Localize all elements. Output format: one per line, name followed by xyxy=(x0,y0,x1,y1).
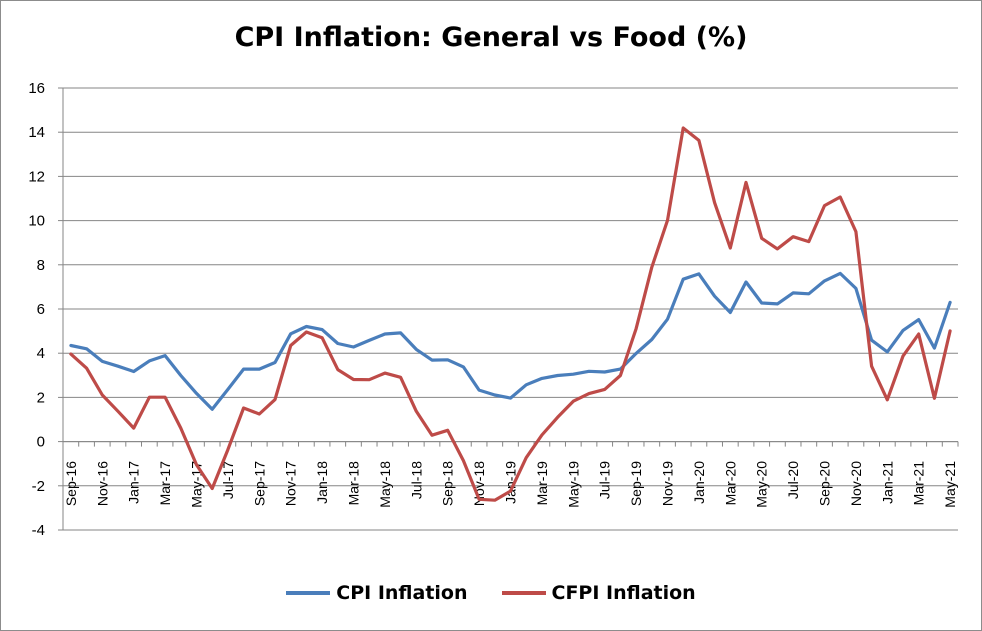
x-tick-label: Sep-16 xyxy=(63,461,79,506)
x-tick-label: Sep-18 xyxy=(440,461,456,506)
x-tick-label: May-18 xyxy=(377,461,393,508)
y-tick-label: 12 xyxy=(28,168,45,185)
x-tick-label: Sep-20 xyxy=(817,461,833,506)
y-tick-label: 6 xyxy=(37,301,45,318)
x-tick-label: Mar-21 xyxy=(911,461,927,506)
legend-item-cpi: CPI Inflation xyxy=(286,582,468,604)
x-tick-label: May-19 xyxy=(565,461,581,508)
x-tick-label: Jan-17 xyxy=(126,461,142,504)
y-tick-label: -2 xyxy=(32,478,45,495)
series-lines xyxy=(69,126,952,502)
x-tick-label: Nov-19 xyxy=(660,461,676,506)
series-line-cpi xyxy=(69,271,952,411)
series-line-cfpi xyxy=(69,126,952,502)
x-tick-label: Nov-20 xyxy=(848,461,864,506)
x-tick-label: Jan-18 xyxy=(314,461,330,504)
y-tick-label: -4 xyxy=(32,522,45,539)
legend-swatch-cpi xyxy=(286,591,331,595)
chart-title: CPI Inflation: General vs Food (%) xyxy=(234,22,748,53)
x-tick-label: Jul-17 xyxy=(220,461,236,499)
x-tick-label: Mar-18 xyxy=(345,461,361,506)
x-tick-label: Mar-19 xyxy=(534,461,550,506)
legend-swatch-cfpi xyxy=(501,591,546,595)
x-tick-label: May-20 xyxy=(754,461,770,508)
y-tick-label: 8 xyxy=(37,257,45,274)
x-tick-label: Sep-19 xyxy=(628,461,644,506)
axes xyxy=(58,87,959,531)
x-tick-label: Nov-18 xyxy=(471,461,487,506)
x-tick-label: May-17 xyxy=(188,461,204,508)
x-tick-label: Nov-16 xyxy=(94,461,110,506)
x-tick-label: Mar-17 xyxy=(157,461,173,506)
x-tick-label: May-21 xyxy=(942,461,958,508)
legend-label-cfpi: CFPI Inflation xyxy=(551,582,696,604)
x-tick-label: Nov-17 xyxy=(283,461,299,506)
y-tick-label: 0 xyxy=(37,434,45,451)
legend: CPI Inflation CFPI Inflation xyxy=(0,582,982,604)
legend-item-cfpi: CFPI Inflation xyxy=(501,582,696,604)
x-tick-label: Jan-21 xyxy=(879,461,895,504)
y-tick-label: 2 xyxy=(37,389,45,406)
legend-label-cpi: CPI Inflation xyxy=(336,582,468,604)
y-tick-label: 14 xyxy=(28,124,45,141)
x-tick-label: Jul-20 xyxy=(785,461,801,499)
y-tick-label: 4 xyxy=(37,345,45,362)
x-tick-label: Jan-20 xyxy=(691,461,707,504)
x-tick-label: Jul-19 xyxy=(597,461,613,499)
x-axis-tick-labels: Sep-16 Nov-16 Jan-17 Mar-17 May-17 Jul-17 Sep-… xyxy=(63,461,958,508)
y-tick-label: 16 xyxy=(28,80,45,97)
x-tick-label: Mar-20 xyxy=(722,461,738,506)
y-axis-tick-labels: 16 14 12 10 8 6 4 2 0 -2 -4 xyxy=(28,80,45,539)
y-tick-label: 10 xyxy=(28,213,45,230)
x-tick-label: Jul-18 xyxy=(408,461,424,499)
x-tick-label: Sep-17 xyxy=(251,461,267,506)
